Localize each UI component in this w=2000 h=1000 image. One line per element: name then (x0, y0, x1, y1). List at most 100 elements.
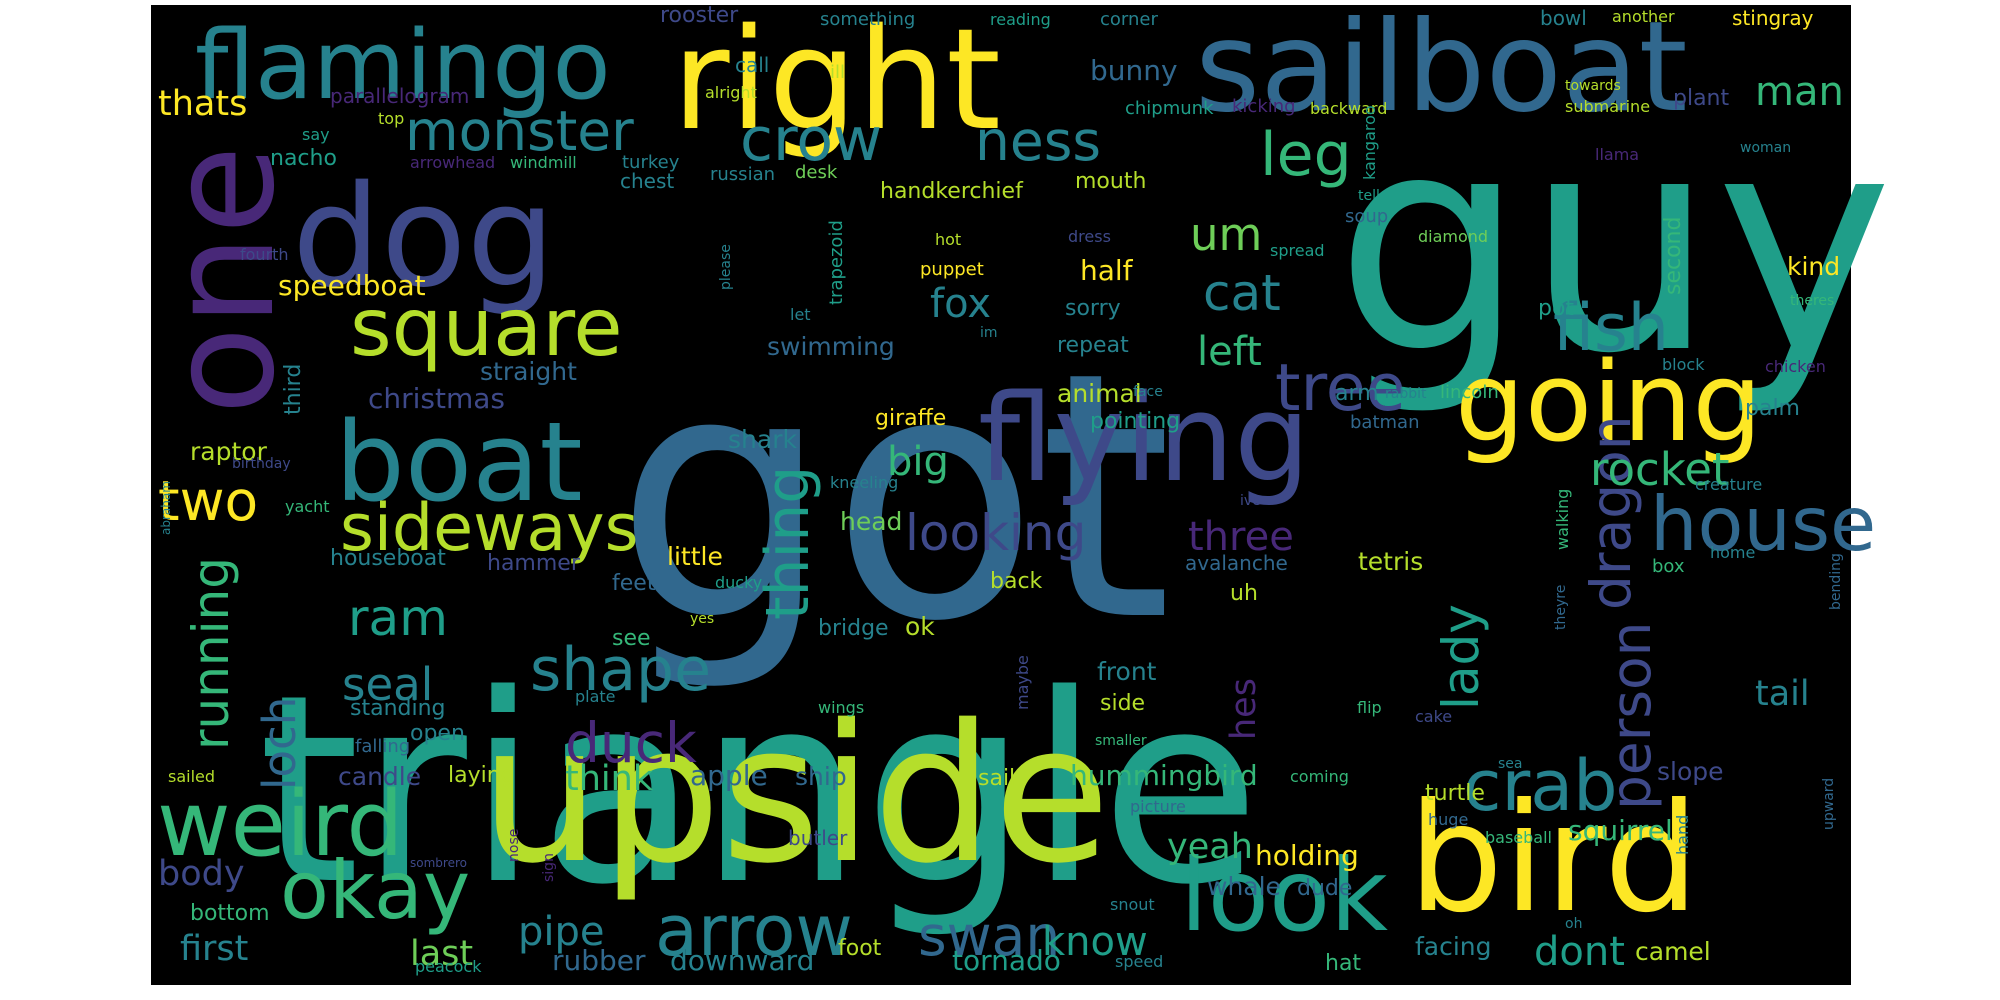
word-bottom: bottom (190, 901, 270, 926)
word-fourth: fourth (240, 245, 289, 264)
word-think: think (565, 759, 654, 799)
word-snout: snout (1110, 895, 1155, 914)
word-going: going (1455, 338, 1762, 466)
word-theyre: theyre (1553, 585, 1569, 630)
word-chipmunk: chipmunk (1125, 98, 1214, 119)
word-fox: fox (930, 281, 991, 327)
word-thing: thing (753, 466, 823, 620)
word-facing: facing (1415, 932, 1492, 961)
word-huge: huge (1428, 810, 1468, 829)
word-pipe: pipe (518, 909, 605, 955)
word-front: front (1097, 657, 1157, 686)
word-ness: ness (975, 109, 1101, 173)
word-bowl: bowl (1540, 6, 1587, 30)
word-dragon: dragon (1579, 415, 1643, 610)
word-trapezoid: trapezoid (826, 220, 847, 305)
word-hes: hes (1224, 678, 1264, 740)
word-man: man (1755, 69, 1844, 115)
word-handkerchief: handkerchief (880, 179, 1024, 204)
word-triangle: triangle (258, 640, 1260, 942)
word-swimming: swimming (767, 332, 895, 361)
word-apple: apple (690, 759, 768, 792)
word-stingray: stingray (1732, 6, 1814, 30)
word-swan: swan (918, 904, 1060, 968)
word-rubber: rubber (552, 944, 646, 977)
word-rocket: rocket (1590, 443, 1730, 496)
word-bird: bird (1408, 772, 1699, 946)
word-bridge: bridge (818, 616, 889, 641)
word-okay: okay (280, 844, 470, 937)
word-ram: ram (348, 589, 448, 647)
word-sea: sea (1498, 756, 1523, 772)
word-straight: straight (480, 357, 577, 386)
word-tail: tail (1755, 674, 1810, 714)
word-candle: candle (338, 762, 421, 791)
word-holding: holding (1255, 839, 1359, 872)
word-theres: theres (1790, 293, 1834, 309)
word-cat: cat (1203, 264, 1281, 322)
word-hand: hand (1673, 815, 1692, 855)
word-please: please (718, 244, 734, 290)
word-person: person (1599, 621, 1663, 810)
word-hat: hat (1325, 951, 1361, 976)
word-yes: yes (690, 611, 714, 627)
word-half: half (1080, 254, 1134, 287)
word-picture: picture (1130, 797, 1186, 816)
word-um: um (1190, 208, 1262, 261)
word-desk: desk (795, 162, 838, 183)
word-call: call (735, 53, 769, 77)
word-boat: boat (335, 398, 583, 526)
word-uh: uh (1230, 581, 1258, 606)
word-guy: guy (1335, 70, 1893, 419)
word-loch: loch (253, 697, 306, 790)
word-abraham: abraham (159, 481, 173, 535)
word-face: face (1133, 384, 1163, 400)
word-soup: soup (1345, 206, 1388, 227)
word-chest: chest (620, 169, 674, 193)
word-ship: ship (795, 762, 847, 791)
word-tetris: tetris (1358, 547, 1423, 576)
word-coming: coming (1290, 767, 1349, 786)
word-mouth: mouth (1075, 169, 1146, 194)
word-dress: dress (1068, 227, 1111, 246)
word-christmas: christmas (368, 382, 505, 415)
word-flamingo: flamingo (195, 11, 611, 121)
word-lady: lady (1432, 604, 1490, 710)
word-turtle: turtle (1425, 781, 1485, 806)
word-giraffe: giraffe (875, 406, 946, 431)
word-sombrero: sombrero (410, 856, 467, 870)
word-reading: reading (990, 10, 1051, 29)
word-flying: flying (978, 370, 1310, 509)
word-kneeling: kneeling (830, 473, 898, 492)
word-look: look (1180, 837, 1388, 954)
word-plate: plate (575, 687, 616, 706)
word-sailboat: sailboat (1195, 0, 1688, 140)
word-creature: creature (1695, 475, 1762, 494)
word-shark: shark (728, 425, 797, 454)
word-little: little (667, 542, 723, 571)
word-see: see (612, 626, 651, 651)
word-chicken: chicken (1765, 357, 1826, 376)
word-third: third (281, 364, 306, 415)
word-puppet: puppet (920, 259, 984, 280)
word-cake: cake (1415, 707, 1452, 726)
word-butler: butler (788, 826, 848, 850)
word-palm: palm (1745, 396, 1800, 421)
word-feet: feet (612, 571, 656, 596)
word-birthday: birthday (232, 456, 291, 472)
word-upward: upward (1821, 778, 1837, 830)
word-got: got (615, 300, 1172, 696)
word-ill: ill (830, 62, 845, 83)
word-leg: leg (1260, 120, 1352, 190)
word-peacock: peacock (415, 957, 482, 976)
word-lincoln: lincoln (1440, 382, 1499, 403)
word-towards: towards (1565, 78, 1621, 94)
word-repeat: repeat (1057, 333, 1129, 358)
word-crab: crab (1463, 745, 1618, 827)
word-dude: dude (1297, 876, 1352, 901)
word-box: box (1652, 556, 1685, 577)
word-two: two (158, 469, 258, 533)
word-nacho: nacho (270, 146, 337, 171)
word-spread: spread (1270, 241, 1325, 260)
word-windmill: windmill (510, 153, 577, 172)
